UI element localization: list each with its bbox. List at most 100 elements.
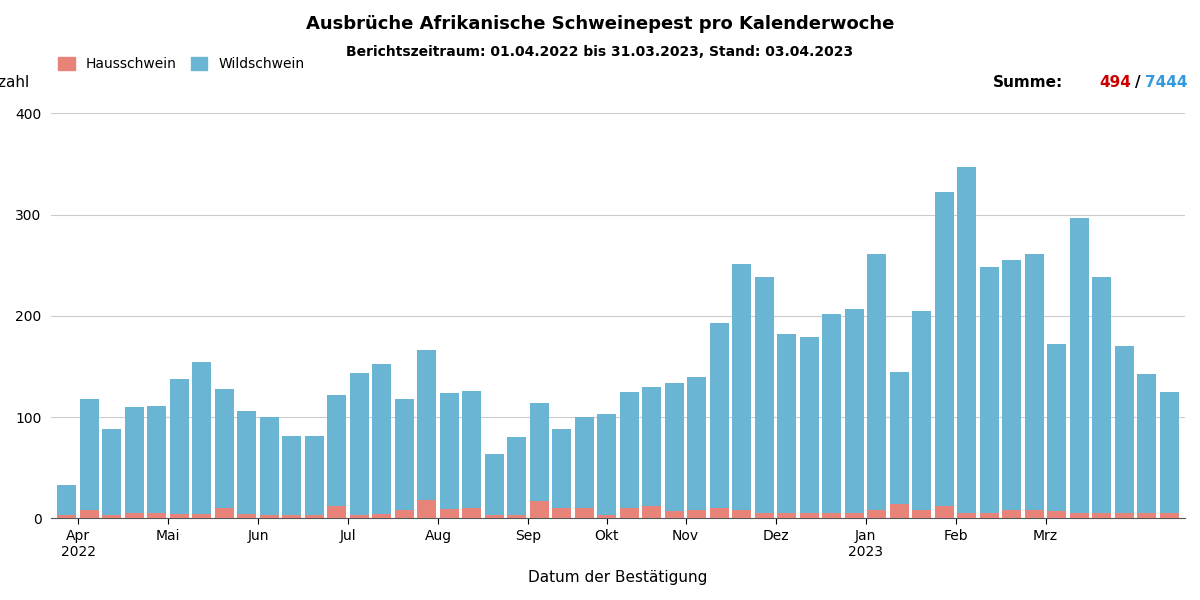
- Bar: [1092, 513, 1111, 518]
- Bar: [148, 406, 167, 513]
- Bar: [215, 508, 234, 518]
- Bar: [282, 436, 301, 515]
- Bar: [935, 192, 954, 506]
- Bar: [485, 515, 504, 518]
- Bar: [665, 511, 684, 518]
- Bar: [912, 311, 931, 510]
- Bar: [305, 436, 324, 515]
- Bar: [1069, 218, 1088, 513]
- Bar: [598, 515, 617, 518]
- X-axis label: Datum der Bestätigung: Datum der Bestätigung: [528, 570, 708, 585]
- Bar: [889, 373, 908, 504]
- Bar: [778, 513, 797, 518]
- Bar: [238, 514, 257, 518]
- Bar: [169, 379, 188, 514]
- Bar: [508, 437, 527, 515]
- Bar: [709, 323, 728, 508]
- Bar: [529, 501, 548, 518]
- Bar: [328, 506, 347, 518]
- Bar: [1138, 513, 1157, 518]
- Bar: [822, 314, 841, 513]
- Bar: [755, 277, 774, 513]
- Text: Summe:: Summe:: [992, 75, 1063, 90]
- Bar: [642, 506, 661, 518]
- Bar: [439, 393, 458, 509]
- Bar: [778, 334, 797, 513]
- Text: /: /: [1135, 75, 1146, 90]
- Bar: [755, 513, 774, 518]
- Bar: [1159, 392, 1178, 513]
- Bar: [169, 514, 188, 518]
- Text: Ausbrüche Afrikanische Schweinepest pro Kalenderwoche: Ausbrüche Afrikanische Schweinepest pro …: [306, 15, 894, 33]
- Bar: [1025, 254, 1044, 510]
- Text: Berichtszeitraum: 01.04.2022 bis 31.03.2023, Stand: 03.04.2023: Berichtszeitraum: 01.04.2022 bis 31.03.2…: [347, 45, 853, 59]
- Bar: [349, 515, 368, 518]
- Bar: [79, 510, 98, 518]
- Bar: [732, 264, 751, 510]
- Bar: [868, 510, 887, 518]
- Bar: [688, 510, 707, 518]
- Bar: [979, 267, 998, 513]
- Bar: [1025, 510, 1044, 518]
- Bar: [238, 411, 257, 514]
- Bar: [619, 508, 638, 518]
- Bar: [822, 513, 841, 518]
- Bar: [418, 500, 437, 518]
- Bar: [192, 362, 211, 514]
- Bar: [418, 350, 437, 500]
- Bar: [799, 337, 818, 513]
- Bar: [979, 513, 998, 518]
- Bar: [958, 167, 977, 513]
- Bar: [372, 514, 391, 518]
- Bar: [1138, 374, 1157, 513]
- Text: 494: 494: [1099, 75, 1132, 90]
- Bar: [912, 510, 931, 518]
- Bar: [665, 383, 684, 511]
- Bar: [372, 364, 391, 514]
- Bar: [845, 513, 864, 518]
- Bar: [935, 506, 954, 518]
- Bar: [619, 392, 638, 508]
- Bar: [732, 510, 751, 518]
- Bar: [799, 513, 818, 518]
- Bar: [192, 514, 211, 518]
- Bar: [439, 509, 458, 518]
- Bar: [688, 377, 707, 510]
- Bar: [1002, 510, 1021, 518]
- Bar: [462, 391, 481, 508]
- Bar: [508, 515, 527, 518]
- Bar: [1069, 513, 1088, 518]
- Bar: [1092, 277, 1111, 513]
- Bar: [889, 504, 908, 518]
- Bar: [958, 513, 977, 518]
- Bar: [282, 515, 301, 518]
- Bar: [1115, 513, 1134, 518]
- Bar: [845, 308, 864, 513]
- Bar: [1048, 344, 1067, 511]
- Bar: [575, 417, 594, 508]
- Bar: [1048, 511, 1067, 518]
- Bar: [395, 510, 414, 518]
- Bar: [529, 403, 548, 501]
- Bar: [259, 417, 278, 515]
- Bar: [485, 454, 504, 515]
- Bar: [125, 407, 144, 513]
- Bar: [1159, 513, 1178, 518]
- Bar: [102, 429, 121, 515]
- Bar: [259, 515, 278, 518]
- Bar: [148, 513, 167, 518]
- Bar: [215, 389, 234, 508]
- Bar: [102, 515, 121, 518]
- Bar: [395, 399, 414, 510]
- Bar: [305, 515, 324, 518]
- Bar: [1115, 346, 1134, 513]
- Bar: [58, 515, 77, 518]
- Bar: [642, 386, 661, 506]
- Bar: [575, 508, 594, 518]
- Bar: [868, 254, 887, 510]
- Bar: [552, 429, 571, 508]
- Text: Anzahl: Anzahl: [0, 75, 30, 90]
- Bar: [79, 399, 98, 510]
- Text: 7444: 7444: [1146, 75, 1188, 90]
- Bar: [349, 373, 368, 515]
